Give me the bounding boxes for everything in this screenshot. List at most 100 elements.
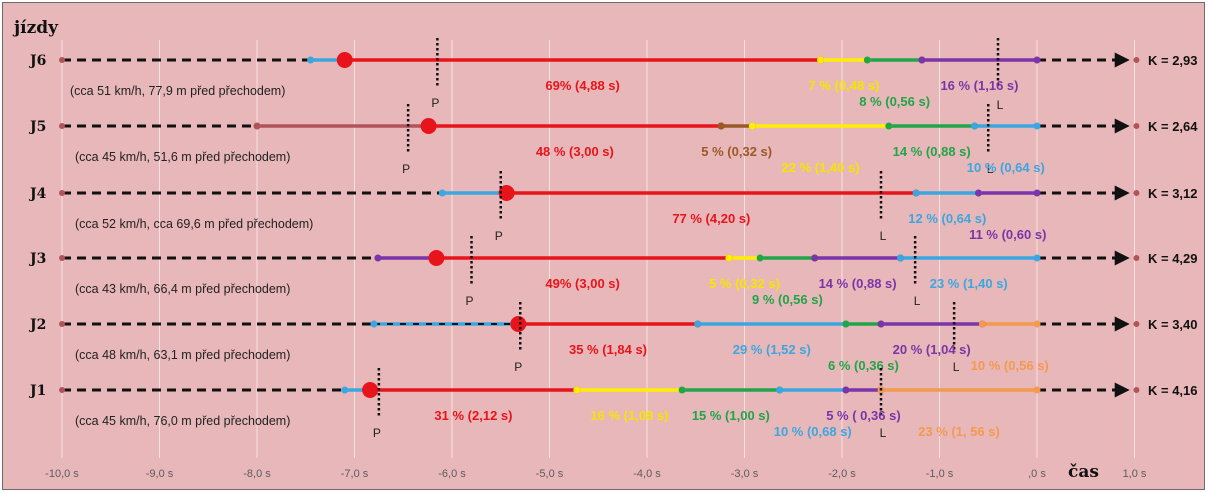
segment-label: 23 % (1,40 s)	[930, 276, 1008, 291]
segment-label: 20 % (1,04 s)	[893, 342, 971, 357]
l-marker-label: L	[987, 162, 994, 176]
segment-label: 31 % (2,12 s)	[434, 408, 512, 423]
segment-dot	[678, 386, 686, 394]
segment-label: 77 % (4,20 s)	[672, 211, 750, 226]
x-tick-label: ,0 s	[1028, 468, 1046, 480]
segment-label: 35 % (1,84 s)	[569, 342, 647, 357]
segment-dot	[748, 122, 756, 130]
x-tick-labels: -10,0 s -9,0 s -8,0 s -7,0 s -6,0 s -5,0 s -4,…	[45, 468, 1147, 480]
k-value-label: K = 3,12	[1148, 186, 1198, 201]
segment-label: 29 % (1,52 s)	[733, 342, 811, 357]
k-value-label: K = 3,40	[1148, 317, 1198, 332]
segment-label: 5 % (0,32 s)	[709, 276, 780, 291]
segment-label: 10 % (0,64 s)	[967, 160, 1045, 175]
segment-dot	[897, 254, 904, 262]
p-marker-label: P	[514, 360, 522, 374]
reaction-start-marker	[362, 382, 379, 398]
segment-dot	[918, 56, 926, 64]
segment-label: 49% (3,00 s)	[545, 276, 619, 291]
segment-label: 12 % (0,64 s)	[908, 211, 986, 226]
segment-dot	[971, 122, 979, 130]
end-dot	[1133, 387, 1140, 393]
x-axis-title: čas	[1068, 462, 1099, 482]
end-dot	[1133, 255, 1140, 261]
segment-dot	[817, 56, 825, 64]
p-marker-label: P	[465, 294, 473, 308]
row-label: J2	[28, 317, 46, 333]
x-tick-label: -4,0 s	[633, 468, 661, 480]
segment-dot	[1033, 189, 1041, 197]
start-dot	[59, 255, 65, 261]
row-j3: J3 P L (cca 43 km/h, 66,4 m před přechodem)…	[28, 236, 1198, 308]
segment-label: 16 % (1,16 s)	[940, 78, 1018, 93]
timeline-rows: J6 P L (cca 51 km/h, 77,9 m před přechodem)…	[28, 38, 1198, 440]
segment-dot	[877, 320, 885, 328]
reaction-start-marker	[510, 316, 527, 332]
segment-dot	[370, 320, 378, 328]
row-label: J3	[28, 251, 46, 267]
l-marker-label: L	[880, 229, 887, 243]
segment-label: 6 % (0,36 s)	[828, 358, 899, 373]
segment-dot	[1033, 320, 1041, 328]
p-marker-label: P	[431, 96, 439, 110]
x-tick-label: 1,0 s	[1123, 468, 1147, 480]
segment-dot	[1033, 56, 1041, 64]
segment-dot	[573, 386, 581, 394]
row-description: (cca 51 km/h, 77,9 m před přechodem)	[70, 84, 285, 98]
row-description: (cca 45 km/h, 76,0 m před přechodem)	[75, 414, 290, 428]
segment-dot	[842, 320, 850, 328]
segment-dot	[1033, 122, 1041, 130]
segment-label: 10 % (0,56 s)	[971, 358, 1049, 373]
segment-dot	[811, 254, 819, 262]
segment-label: 22 % (1,40 s)	[782, 160, 860, 175]
row-description: (cca 45 km/h, 51,6 m před přechodem)	[75, 150, 290, 164]
k-value-label: K = 4,16	[1148, 383, 1198, 398]
k-value-label: K = 2,93	[1148, 53, 1198, 68]
segment-label: 5 % ( 0,36 s)	[826, 408, 900, 423]
grid-lines	[61, 40, 1135, 458]
row-label: J5	[28, 119, 46, 135]
segment-label: 10 % (0,68 s)	[774, 424, 852, 439]
p-marker-label: P	[495, 229, 503, 243]
x-tick-label: -2,0 s	[828, 468, 856, 480]
segment-label: 48 % (3,00 s)	[536, 144, 614, 159]
l-marker-label: L	[880, 426, 887, 440]
k-value-label: K = 2,64	[1148, 119, 1198, 134]
segment-label: 14 % (0,88 s)	[819, 276, 897, 291]
segment-dot	[975, 189, 982, 197]
row-j5: J5 P L (cca 45 km/h, 51,6 m před přechodem)…	[28, 104, 1198, 176]
segment-dot	[438, 189, 446, 197]
l-marker-label: L	[914, 294, 921, 308]
x-tick-label: -7,0 s	[341, 468, 369, 480]
row-label: J4	[28, 186, 47, 202]
k-value-label: K = 4,29	[1148, 251, 1198, 266]
x-tick-label: -5,0 s	[536, 468, 564, 480]
row-description: (cca 52 km/h, cca 69,6 m před přechodem)	[75, 217, 313, 231]
row-description: (cca 43 km/h, 66,4 m před přechodem)	[75, 282, 290, 296]
segment-label: 5 % (0,32 s)	[701, 144, 772, 159]
segment-dot	[694, 320, 702, 328]
segment-dot	[374, 254, 382, 262]
x-tick-label: -10,0 s	[45, 468, 79, 480]
segment-label: 9 % (0,56 s)	[752, 292, 823, 307]
start-dot	[59, 190, 65, 196]
segment-dot	[1033, 386, 1041, 394]
row-j2: J2 P L (cca 48 km/h, 63,1 m před přechodem)…	[28, 302, 1198, 374]
start-dot	[59, 321, 65, 327]
segment-dot	[717, 122, 725, 130]
row-label: J6	[28, 53, 46, 69]
row-j6: J6 P L (cca 51 km/h, 77,9 m před přechodem)…	[28, 38, 1198, 112]
row-j1: J1 P L (cca 45 km/h, 76,0 m před přechodem)…	[28, 368, 1198, 440]
segment-label: 16 % (1,08 s)	[590, 408, 668, 423]
segment-dot	[776, 386, 784, 394]
segment-label: 11 % (0,60 s)	[969, 227, 1046, 242]
end-dot	[1133, 190, 1140, 196]
end-dot	[1133, 57, 1140, 63]
segment-label: 15 % (1,00 s)	[692, 408, 770, 423]
segment-dot	[863, 56, 871, 64]
segment-dot	[756, 254, 764, 262]
p-marker-label: P	[402, 162, 410, 176]
segment-dot	[885, 122, 893, 130]
